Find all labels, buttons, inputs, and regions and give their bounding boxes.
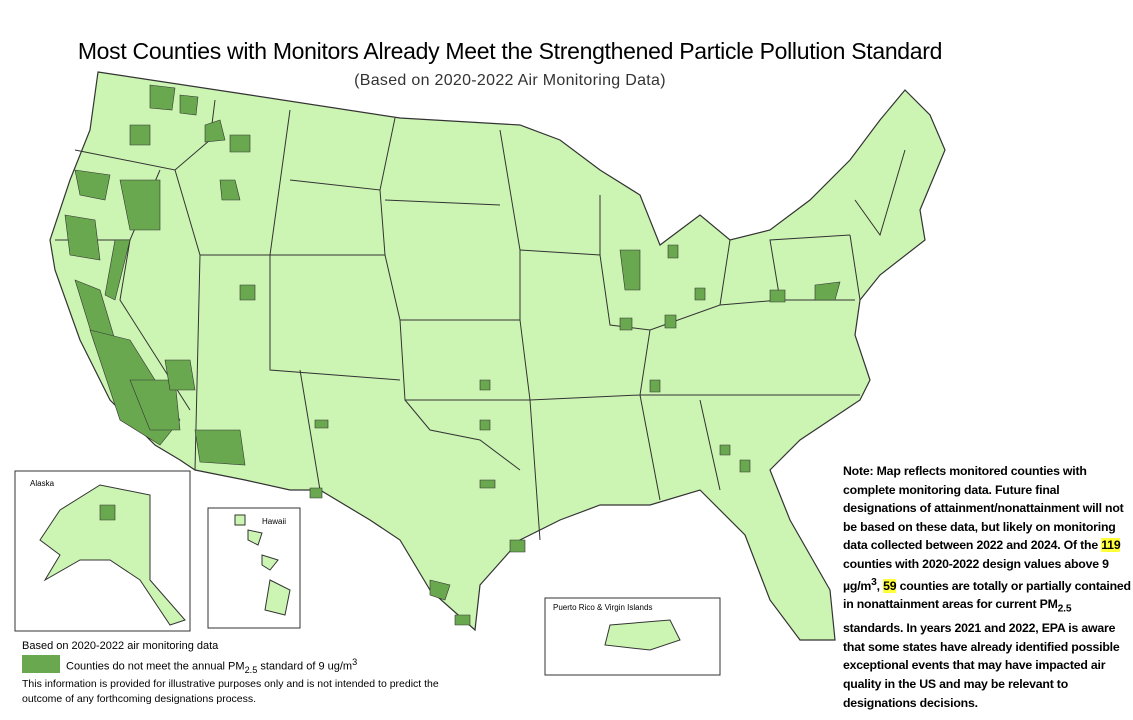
nonattainment-counties: [64, 84, 841, 626]
note-sub: 2.5: [1057, 603, 1072, 615]
hawaii-label: Hawaii: [262, 517, 286, 526]
legend-sub: 2.5: [244, 664, 258, 675]
note: Note: Map reflects monitored counties wi…: [843, 462, 1133, 712]
legend-heading: Based on 2020-2022 air monitoring data: [22, 640, 219, 652]
disclaimer: This information is provided for illustr…: [22, 678, 439, 705]
alaska-label: Alaska: [30, 479, 55, 488]
legend-swatch: [22, 655, 60, 673]
legend-text: Counties do not meet the annual PM: [66, 660, 245, 673]
note-text: ,: [876, 578, 884, 593]
note-text: counties are totally or partially contai…: [843, 578, 1131, 612]
legend-entry: Counties do not meet the annual PM2.5 st…: [66, 657, 357, 675]
note-count: 119: [1101, 538, 1121, 553]
puerto-rico-shape: [604, 619, 681, 651]
legend-text: standard of 9 ug/m: [257, 660, 353, 673]
note-count: 59: [883, 578, 897, 593]
alaska-shape: [39, 484, 186, 626]
note-text: counties with 2020-2022 design values ab…: [843, 556, 1109, 593]
subtitle: (Based on 2020-2022 Air Monitoring Data): [354, 72, 666, 89]
note-sup: 3: [871, 576, 877, 588]
title: Most Counties with Monitors Already Meet…: [77, 38, 943, 64]
note-text: Note: Map reflects monitored counties wi…: [843, 464, 1124, 553]
note-text: standards. In years 2021 and 2022, EPA i…: [843, 621, 1120, 710]
alaska-county: [99, 504, 116, 521]
state-borders: [55, 99, 906, 541]
hawaii-islands: [234, 514, 291, 616]
legend-sup: 3: [352, 657, 358, 667]
puerto-rico-label: Puerto Rico & Virgin Islands: [553, 603, 652, 612]
